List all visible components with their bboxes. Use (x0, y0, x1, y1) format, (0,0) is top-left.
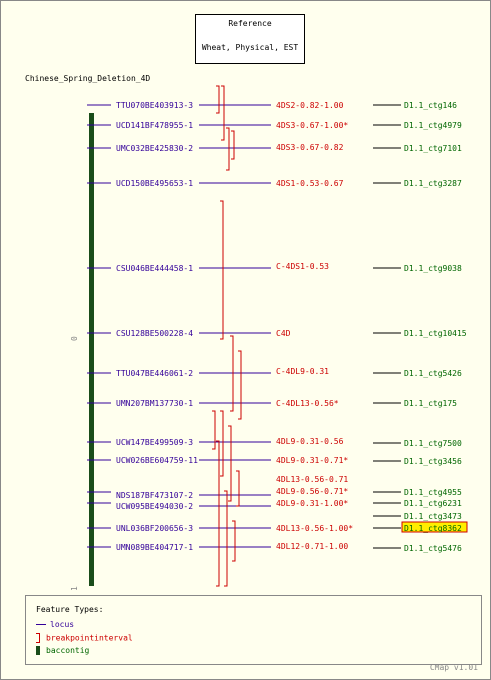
breakpoint-bracket (232, 520, 236, 562)
highlight-box (401, 521, 468, 533)
locus-label[interactable]: UCW095BE494030-2 (116, 502, 193, 511)
locus-label[interactable]: UCD141BF478955-1 (116, 121, 193, 130)
axis-tick-0: 0 (70, 336, 79, 341)
breakpoint-bracket (226, 127, 230, 171)
breakpoint-bracket (220, 410, 224, 477)
breakpoint-bracket (230, 335, 234, 412)
interval-label[interactable]: 4DL9-0.56-0.71* (276, 487, 348, 496)
interval-label[interactable]: C-4DL9-0.31 (276, 367, 329, 376)
contig-label[interactable]: D1.1_ctg10415 (404, 329, 467, 338)
locus-label[interactable]: UCW026BE604759-11 (116, 456, 198, 465)
map-title[interactable]: Chinese_Spring_Deletion_4D (25, 74, 151, 83)
legend: Feature Types: locus breakpointinterval … (25, 595, 482, 665)
legend-item-locus: locus (36, 620, 74, 630)
locus-label[interactable]: CSU046BE444458-1 (116, 264, 193, 273)
locus-label[interactable]: UMC032BE425830-2 (116, 144, 193, 153)
interval-label[interactable]: 4DS1-0.53-0.67 (276, 179, 344, 188)
breakpoint-bracket (238, 350, 242, 420)
locus-swatch-icon (36, 624, 46, 625)
interval-label[interactable]: 4DL13-0.56-0.71 (276, 475, 348, 484)
interval-label[interactable]: 4DS3-0.67-0.82 (276, 143, 344, 152)
interval-label[interactable]: 4DS2-0.82-1.00 (276, 101, 344, 110)
legend-item-contig: baccontig (36, 646, 89, 656)
interval-label[interactable]: 4DL13-0.56-1.00* (276, 524, 353, 533)
breakpoint-bracket (216, 440, 220, 587)
breakpoint-bracket (216, 85, 220, 114)
breakpoint-bracket (236, 470, 240, 507)
contig-label[interactable]: D1.1_ctg175 (404, 399, 457, 408)
interval-label[interactable]: 4DL9-0.31-1.00* (276, 499, 348, 508)
interval-label[interactable]: 4DL9-0.31-0.71* (276, 456, 348, 465)
locus-label[interactable]: UMN089BE404717-1 (116, 543, 193, 552)
cmap-credit: CMap v1.01 (429, 663, 478, 672)
contig-bar[interactable] (89, 113, 94, 586)
contig-label[interactable]: D1.1_ctg3456 (404, 457, 462, 466)
breakpoint-bracket (224, 490, 228, 587)
contig-label[interactable]: D1.1_ctg5476 (404, 544, 462, 553)
contig-label[interactable]: D1.1_ctg8362 (404, 524, 462, 533)
legend-label-locus: locus (50, 620, 75, 629)
interval-label[interactable]: 4DL9-0.31-0.56 (276, 437, 344, 446)
interval-label[interactable]: 4DS3-0.67-1.00* (276, 121, 348, 130)
interval-label[interactable]: C-4DL13-0.56* (276, 399, 339, 408)
contig-label[interactable]: D1.1_ctg5426 (404, 369, 462, 378)
breakpoint-swatch-icon (36, 633, 40, 643)
reference-title: Reference (228, 19, 272, 28)
contig-label[interactable]: D1.1_ctg4955 (404, 488, 462, 497)
breakpoint-bracket (228, 425, 232, 502)
reference-box: Reference Wheat, Physical, EST (195, 14, 305, 64)
locus-label[interactable]: TTU070BE403913-3 (116, 101, 193, 110)
legend-label-breakpoint: breakpointinterval (46, 633, 133, 643)
locus-label[interactable]: UMN207BM137730-1 (116, 399, 193, 408)
breakpoint-bracket (220, 200, 224, 340)
contig-label[interactable]: D1.1_ctg7101 (404, 144, 462, 153)
contig-label[interactable]: D1.1_ctg4979 (404, 121, 462, 130)
locus-label[interactable]: UNL036BF200656-3 (116, 524, 193, 533)
contig-label[interactable]: D1.1_ctg9038 (404, 264, 462, 273)
interval-label[interactable]: C4D (276, 329, 291, 338)
contig-label[interactable]: D1.1_ctg146 (404, 101, 457, 110)
contig-label[interactable]: D1.1_ctg7500 (404, 439, 462, 448)
locus-label[interactable]: UCW147BE499509-3 (116, 438, 193, 447)
legend-label-contig: baccontig (46, 646, 90, 655)
locus-label[interactable]: TTU047BE446061-2 (116, 369, 193, 378)
locus-label[interactable]: NDS187BF473107-2 (116, 491, 193, 500)
breakpoint-bracket (212, 410, 216, 450)
breakpoint-bracket (221, 85, 225, 141)
contig-label[interactable]: D1.1_ctg6231 (404, 499, 462, 508)
legend-item-breakpoint: breakpointinterval (36, 633, 133, 643)
contig-label[interactable]: D1.1_ctg3287 (404, 179, 462, 188)
locus-label[interactable]: CSU128BE500228-4 (116, 329, 193, 338)
breakpoint-bracket (231, 130, 235, 160)
legend-title: Feature Types: (36, 605, 104, 614)
map-diagram: 0 1 TTU070BE403913-3 UCD141BF478955-1 UMC032… (70, 85, 468, 591)
interval-label[interactable]: 4DL12-0.71-1.00 (276, 542, 348, 551)
interval-label[interactable]: C-4DS1-0.53 (276, 262, 329, 271)
reference-subtitle: Wheat, Physical, EST (201, 43, 299, 52)
contig-label[interactable]: D1.1_ctg3473 (404, 512, 462, 521)
contig-swatch-icon (36, 646, 40, 655)
axis-tick-1: 1 (70, 586, 79, 591)
locus-label[interactable]: UCD150BE495653-1 (116, 179, 193, 188)
